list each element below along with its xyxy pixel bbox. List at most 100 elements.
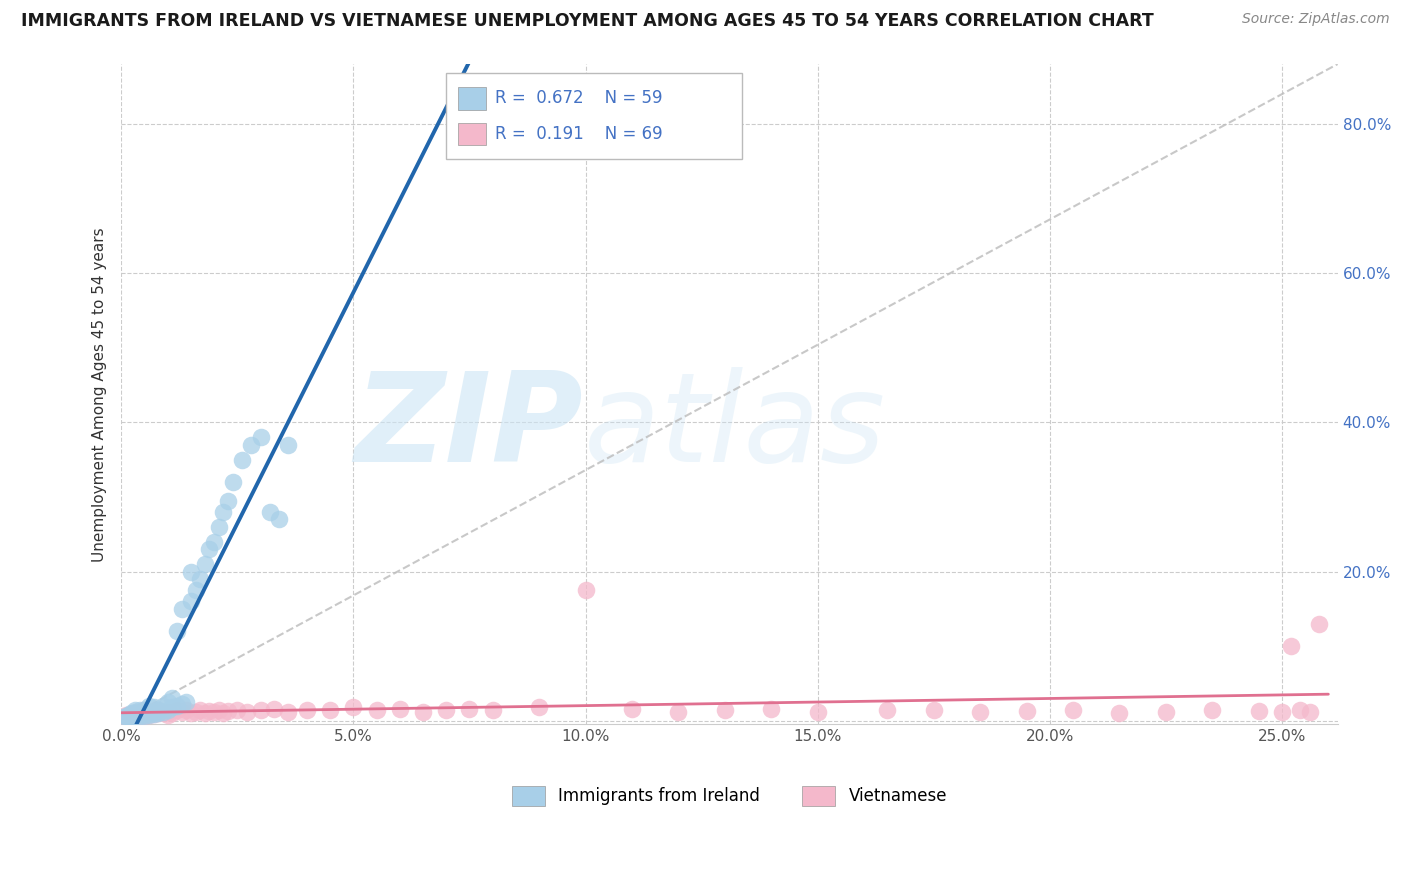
Text: R =  0.191    N = 69: R = 0.191 N = 69 <box>495 125 662 143</box>
Point <box>124 707 146 722</box>
Point <box>138 705 160 719</box>
Point <box>120 706 142 721</box>
Point <box>922 702 945 716</box>
Point <box>434 702 457 716</box>
Point <box>120 709 142 723</box>
Point <box>142 706 165 721</box>
Point <box>148 706 170 721</box>
Point <box>152 705 174 719</box>
Point <box>713 702 735 716</box>
Point <box>138 707 160 722</box>
Text: R =  0.672    N = 59: R = 0.672 N = 59 <box>495 89 662 107</box>
Point <box>170 705 193 719</box>
Point <box>120 708 142 723</box>
Point <box>184 705 207 719</box>
Point <box>124 705 146 719</box>
Point <box>1308 616 1330 631</box>
Point <box>226 702 249 716</box>
Point <box>120 709 142 723</box>
Point <box>134 702 156 716</box>
Point <box>249 703 271 717</box>
Text: atlas: atlas <box>583 367 886 488</box>
Point <box>124 702 146 716</box>
Point <box>174 703 197 717</box>
Point <box>152 698 174 713</box>
Point <box>184 583 207 598</box>
Point <box>527 700 550 714</box>
Point <box>1299 705 1322 719</box>
Point <box>128 705 150 719</box>
Point <box>152 706 174 721</box>
Point <box>142 700 165 714</box>
Point <box>267 512 290 526</box>
Point <box>162 706 184 721</box>
Point <box>142 705 165 719</box>
Point <box>259 505 281 519</box>
Point <box>134 706 156 721</box>
Point <box>138 707 160 722</box>
Point <box>188 572 211 586</box>
Point <box>235 705 257 719</box>
Point <box>221 475 243 489</box>
Point <box>208 702 231 716</box>
Legend: Immigrants from Ireland, Vietnamese: Immigrants from Ireland, Vietnamese <box>505 779 953 813</box>
Point <box>162 700 184 714</box>
Point <box>263 702 285 716</box>
Point <box>115 709 138 723</box>
Point <box>761 702 783 716</box>
Point <box>138 706 160 721</box>
Point <box>128 707 150 722</box>
Point <box>142 704 165 718</box>
Point <box>198 704 221 718</box>
Point <box>156 707 179 722</box>
Point <box>128 702 150 716</box>
Point <box>170 602 193 616</box>
Point <box>1201 703 1223 717</box>
Text: Source: ZipAtlas.com: Source: ZipAtlas.com <box>1241 12 1389 26</box>
Point <box>115 710 138 724</box>
Point <box>1015 704 1038 718</box>
Y-axis label: Unemployment Among Ages 45 to 54 years: Unemployment Among Ages 45 to 54 years <box>93 227 107 562</box>
Point <box>180 706 202 721</box>
Point <box>124 709 146 723</box>
Point <box>202 534 225 549</box>
Point <box>120 710 142 724</box>
Point <box>128 709 150 723</box>
Point <box>212 706 235 721</box>
Point <box>174 695 197 709</box>
Point <box>148 702 170 716</box>
Point <box>217 493 239 508</box>
Point <box>807 705 830 719</box>
Point <box>156 705 179 719</box>
Point <box>124 706 146 721</box>
Point <box>1154 705 1177 719</box>
Point <box>620 702 643 716</box>
Point <box>138 705 160 719</box>
Point <box>120 706 142 721</box>
Point <box>128 706 150 721</box>
Point <box>180 594 202 608</box>
Point <box>115 710 138 724</box>
Point <box>342 700 364 714</box>
Point <box>458 702 481 716</box>
Point <box>202 705 225 719</box>
Point <box>217 704 239 718</box>
Point <box>412 705 434 719</box>
Point <box>366 702 388 716</box>
Point <box>876 703 898 717</box>
Point <box>162 691 184 706</box>
Text: ZIP: ZIP <box>354 367 583 488</box>
Point <box>134 706 156 721</box>
Point <box>148 702 170 716</box>
Point <box>319 703 342 717</box>
Point <box>115 708 138 723</box>
Point <box>1279 639 1302 653</box>
Point <box>1289 702 1312 716</box>
Point <box>208 520 231 534</box>
Point <box>142 706 165 721</box>
Point <box>198 542 221 557</box>
Point <box>574 583 596 598</box>
Point <box>231 452 253 467</box>
Point <box>170 698 193 712</box>
Point <box>124 708 146 723</box>
